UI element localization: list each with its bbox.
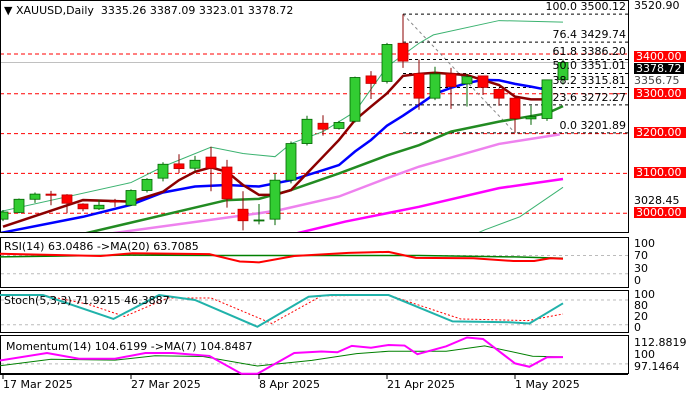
momentum-label: Momentum(14) 104.6199 ->MA(7) 104.8487	[6, 340, 253, 353]
rsi-panel-frame	[0, 237, 629, 288]
candle-bearish	[237, 208, 249, 222]
chart-header: ▼ XAUUSD,Daily 3335.26 3387.09 3323.01 3…	[4, 5, 293, 17]
symbol-timeframe: XAUUSD,Daily	[15, 4, 94, 17]
candle-bearish	[205, 156, 217, 169]
candle-bullish	[253, 219, 265, 222]
level-label: 3000.00	[634, 207, 686, 218]
candle-bullish	[429, 73, 441, 99]
candle-bullish	[125, 190, 137, 206]
fib-level-label: 0.0 3201.89	[559, 118, 626, 132]
momentum-panel-frame	[0, 335, 629, 374]
fib-level-label: 38.2 3315.81	[552, 73, 626, 87]
candle-bullish	[13, 198, 25, 213]
momentum-axis-max: 112.8819	[634, 336, 687, 349]
rsi-axis-0: 0	[634, 274, 641, 287]
stoch-signal-line	[0, 294, 564, 325]
candle-bearish	[493, 89, 505, 99]
candle-bearish	[365, 75, 377, 84]
candle-bullish	[461, 76, 473, 85]
candle-bullish	[333, 122, 345, 129]
candle-bullish	[285, 143, 297, 181]
date-label: 8 Apr 2025	[259, 378, 321, 391]
candle-bullish	[381, 44, 393, 82]
ma-fast-line	[2, 71, 547, 228]
ma-slow-line	[85, 104, 564, 232]
rsi-axis-100: 100	[634, 237, 655, 250]
momentum-line	[0, 336, 564, 375]
dropdown-triangle-icon[interactable]: ▼	[4, 4, 13, 17]
fib-level-label: 61.8 3386.20	[552, 45, 626, 59]
date-label: 1 May 2025	[515, 378, 580, 391]
candle-bearish	[509, 97, 521, 119]
candle-bearish	[477, 75, 489, 88]
ohlc-values: 3335.26 3387.09 3323.01 3378.72	[100, 4, 294, 17]
stoch-axis-80: 80	[634, 299, 648, 312]
rsi-line	[0, 250, 564, 264]
price-axis-top: 3520.90	[634, 0, 680, 12]
level-label: 3400.00	[634, 51, 686, 62]
momentum-ma-line	[0, 345, 564, 367]
stoch-panel-frame	[0, 290, 629, 333]
candle-bullish	[157, 163, 169, 179]
candle-bearish	[221, 166, 233, 200]
stoch-axis-100: 100	[634, 288, 655, 301]
candle-bearish	[61, 194, 73, 204]
momentum-axis-100: 100	[634, 348, 655, 361]
stoch-main-line	[0, 294, 564, 328]
price-axis-hidden-label: 3356.75	[634, 74, 680, 87]
rsi-label: RSI(14) 63.0486 ->MA(20) 63.7085	[4, 240, 199, 253]
rsi-axis-30: 30	[634, 262, 648, 275]
candle-bullish	[349, 77, 361, 122]
candle-bullish	[525, 116, 537, 120]
level-label: 3100.00	[634, 167, 686, 178]
candle-bullish	[557, 62, 569, 81]
bollinger-lower-line	[478, 186, 564, 232]
ma-violet-line	[112, 133, 560, 232]
candle-bearish	[317, 122, 329, 130]
candle-bearish	[109, 200, 121, 203]
fib-level-label: 23.6 3272.27	[552, 90, 626, 104]
candle-bullish	[301, 118, 313, 144]
rsi-axis-70: 70	[634, 249, 648, 262]
candle-bearish	[173, 163, 185, 170]
date-label: 27 Mar 2025	[131, 378, 201, 391]
candle-bullish	[141, 178, 153, 191]
candle-bearish	[77, 203, 89, 210]
current-price-label: 3378.72	[634, 62, 684, 75]
fib-level-label: 100.0 3500.12	[545, 0, 626, 14]
fib-level-label: 76.4 3429.74	[552, 28, 626, 42]
candle-bullish	[29, 193, 41, 200]
candle-bullish	[189, 159, 201, 169]
fib-level-label: 50.0 3351.01	[552, 59, 626, 73]
level-label: 3300.00	[634, 88, 686, 99]
stoch-axis-20: 20	[634, 310, 648, 323]
stoch-axis-0: 0	[634, 321, 641, 334]
level-label: 3200.00	[634, 127, 686, 138]
candle-bearish	[413, 73, 425, 99]
main-panel	[1, 13, 628, 232]
main-panel-frame	[0, 0, 629, 233]
stoch-label: Stoch(5,3,3) 71.9215 46.3887	[4, 294, 170, 307]
momentum-axis-min: 97.1464	[634, 360, 680, 373]
date-label: 21 Apr 2025	[387, 378, 456, 391]
candle-bearish	[45, 193, 57, 196]
candle-bearish	[445, 73, 457, 88]
candle-bullish	[541, 79, 553, 119]
candle-bullish	[1, 211, 9, 220]
date-label: 17 Mar 2025	[3, 378, 73, 391]
candle-bearish	[397, 42, 409, 62]
ma-magenta-line	[296, 177, 564, 232]
candle-bullish	[269, 179, 281, 220]
price-axis-3028: 3028.45	[634, 194, 680, 207]
candle-bullish	[93, 204, 105, 210]
